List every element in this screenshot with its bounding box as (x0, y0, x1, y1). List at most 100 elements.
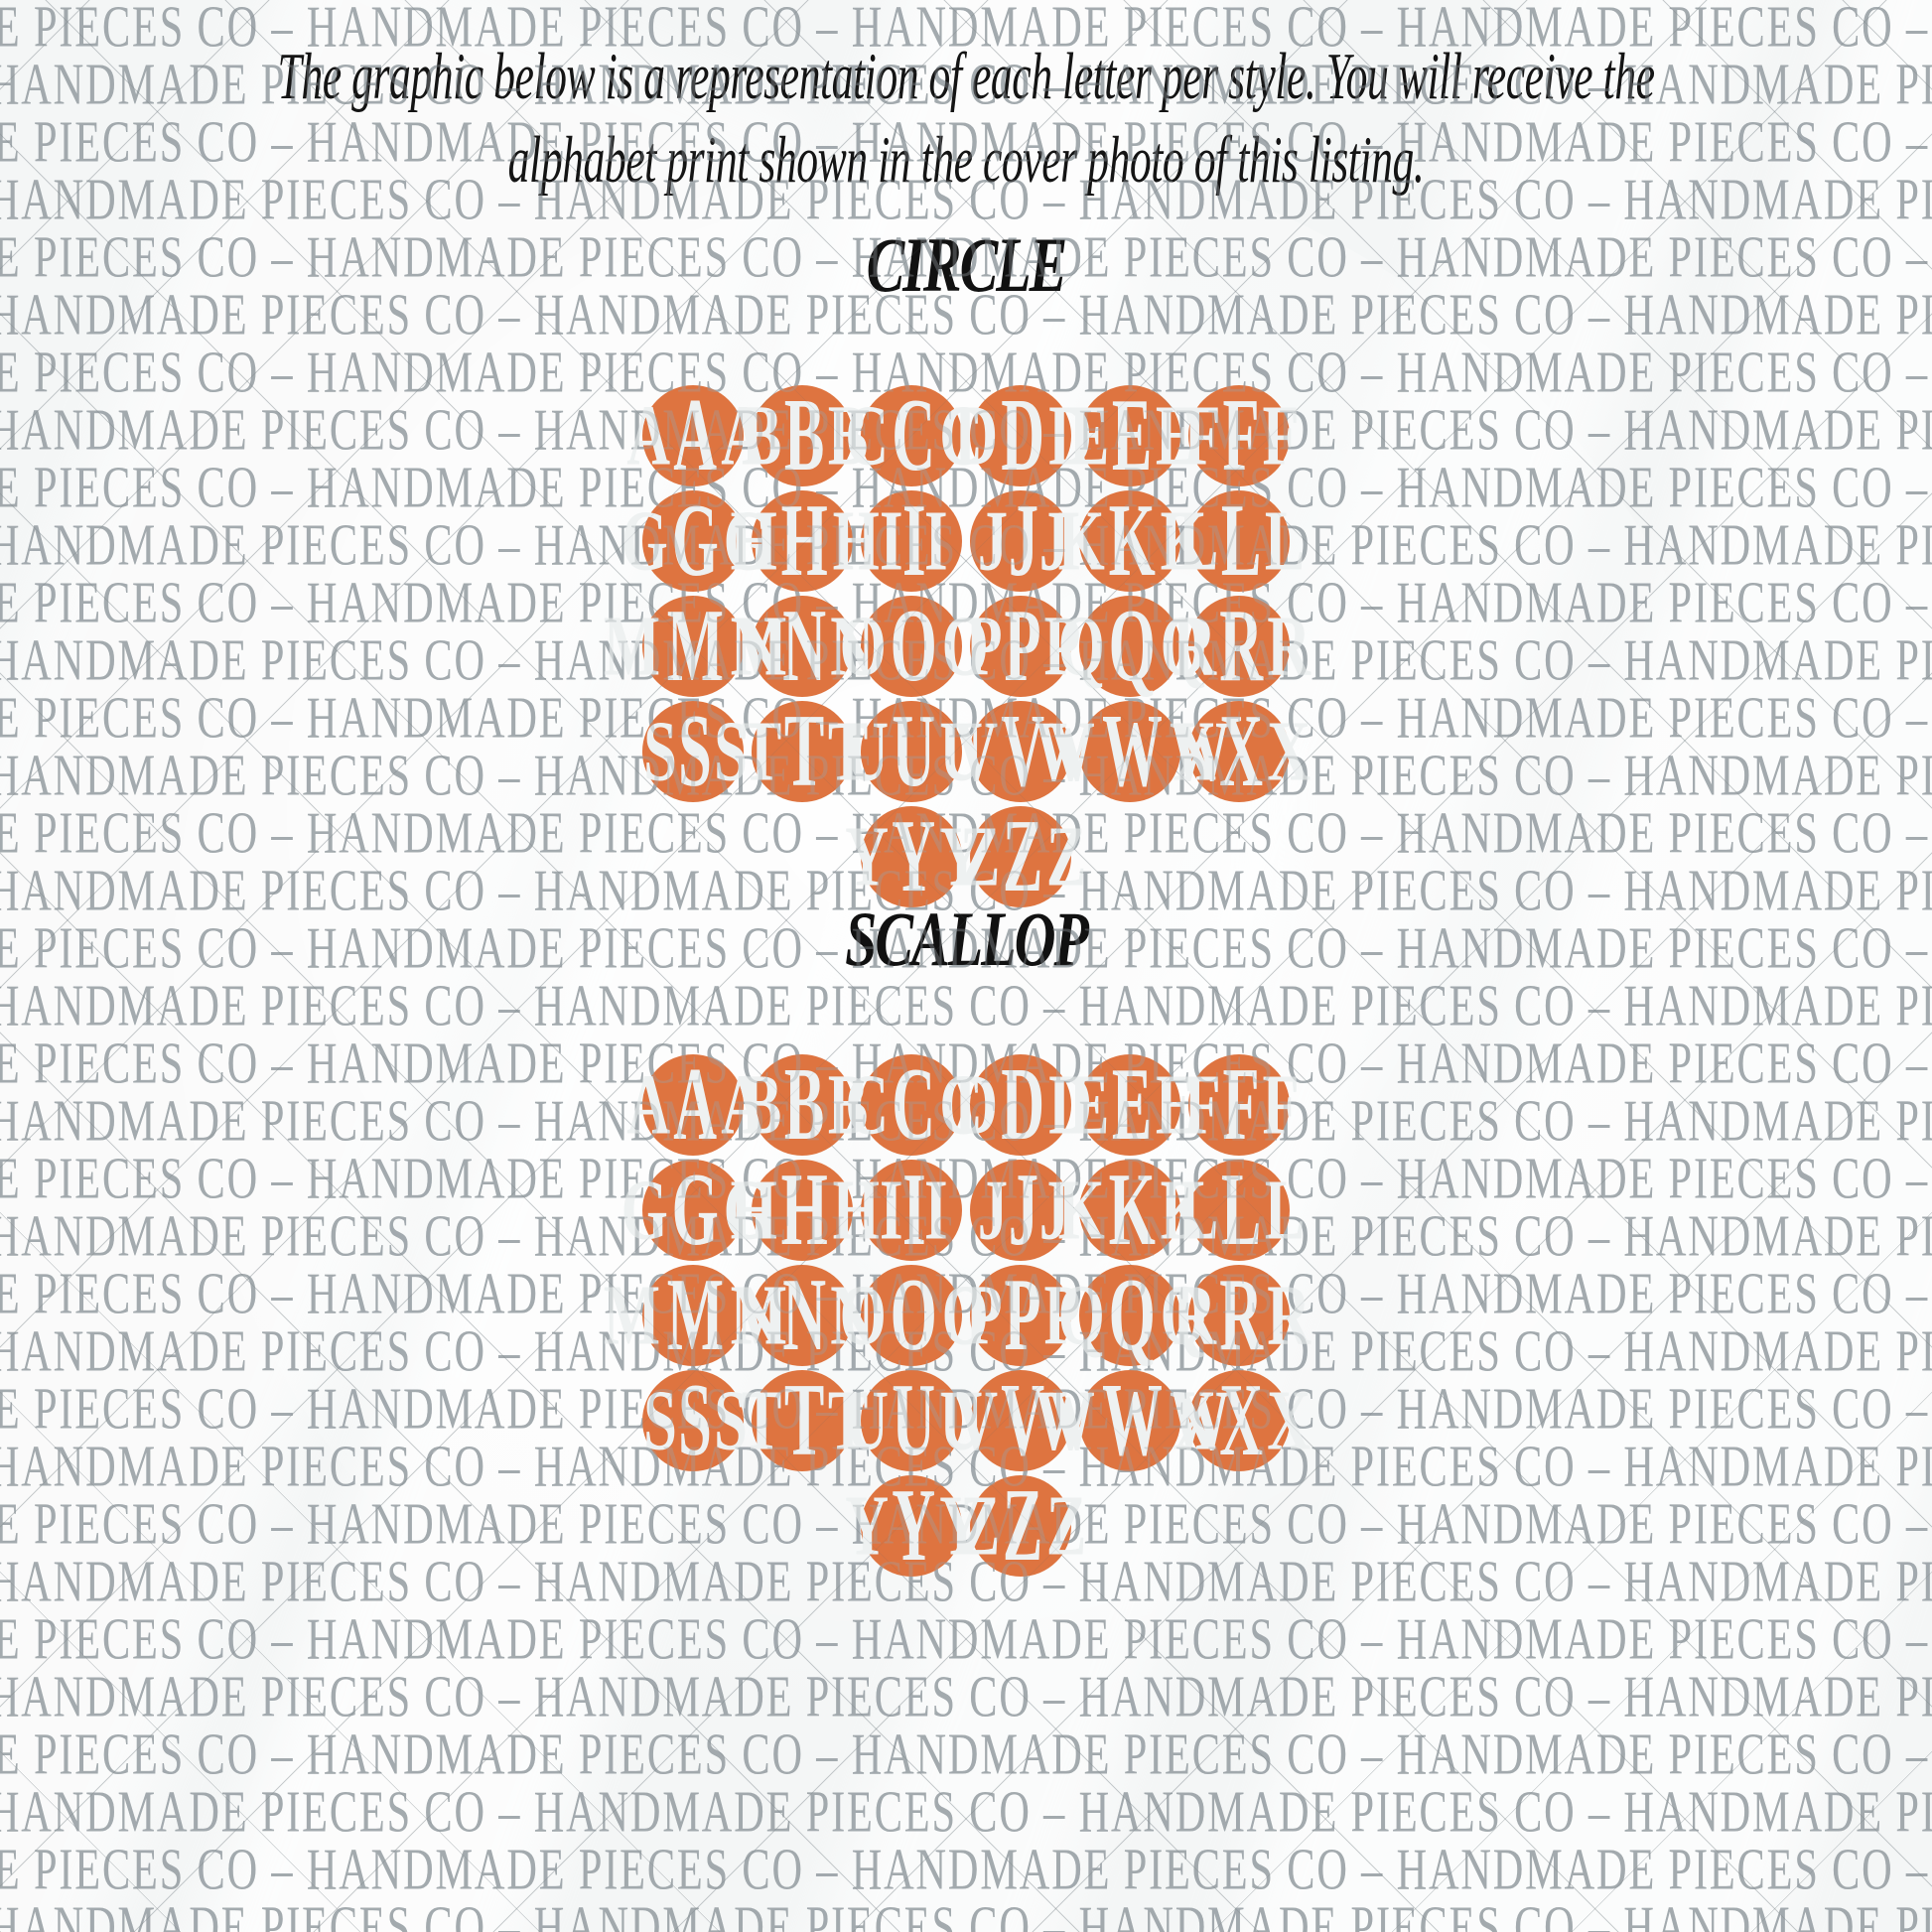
circle-shape (970, 596, 1071, 697)
circle-shape (752, 596, 853, 697)
monogram-letter: L (1177, 492, 1219, 590)
monogram-letter: Q (1057, 598, 1104, 695)
monogram-letter: W (1035, 703, 1095, 800)
monogram-letter: P (965, 1267, 1003, 1364)
circle-shape (861, 385, 962, 486)
monogram-letter: H (780, 483, 828, 600)
scallop-shape (1079, 1054, 1180, 1156)
monogram-letter: Z (1045, 808, 1087, 905)
monogram-letter: F (1183, 387, 1221, 484)
circle-shape (642, 701, 744, 802)
monogram-letter: T (784, 1362, 825, 1479)
circle-shape (1079, 385, 1180, 486)
monogram-letter: A (673, 1046, 718, 1164)
circle-shape (1188, 701, 1290, 802)
monogram-letter: X (1219, 693, 1264, 810)
monogram-letter: K (1057, 1162, 1104, 1259)
monogram-letter: L (1221, 483, 1262, 600)
section-title-circle: CIRCLE (866, 220, 1068, 309)
monogram-letter: O (890, 588, 937, 705)
monogram-letter: I (901, 1152, 926, 1269)
monogram-letter: I (901, 483, 926, 600)
circle-shape (1188, 385, 1290, 486)
monogram-letter: X (1267, 1372, 1311, 1469)
monogram-letter: U (845, 1372, 889, 1469)
monogram-letter: C (845, 1056, 889, 1154)
headline-line-1: The graphic below is a representation of… (277, 39, 1655, 113)
monogram-letter: C (892, 1046, 936, 1164)
monogram-letter: I (924, 1162, 948, 1259)
monogram-letter: Q (1057, 1267, 1104, 1364)
monogram-letter: O (839, 598, 886, 695)
monogram-letter: W (1102, 693, 1163, 810)
scallop-shape (1188, 1160, 1290, 1261)
monogram-letter: Q (1108, 1257, 1156, 1374)
monogram-letter: A (673, 377, 718, 494)
monogram-letter: B (741, 1056, 782, 1154)
scallop-shape (861, 1160, 962, 1261)
circle-shape (970, 701, 1071, 802)
circle-shape (861, 490, 962, 592)
monogram-letter: Z (959, 808, 1001, 905)
circle-shape (642, 596, 744, 697)
monogram-letter: X (1267, 703, 1311, 800)
scallop-shape (1079, 1370, 1180, 1471)
circle-shape (861, 806, 962, 907)
scallop-shape (642, 1160, 744, 1261)
scallop-shape (970, 1054, 1071, 1156)
monogram-letter: T (741, 1372, 782, 1469)
circle-shape (642, 385, 744, 486)
monogram-letter: F (1183, 1056, 1221, 1154)
monogram-letter: U (892, 1362, 936, 1479)
monogram-letter: J (977, 492, 1007, 590)
monogram-letter: S (713, 703, 748, 800)
scallop-shape (861, 1370, 962, 1471)
monogram-letter: D (954, 1056, 998, 1154)
monogram-letter: V (954, 1372, 998, 1469)
monogram-letter: Z (1045, 1477, 1087, 1575)
scallop-shape (642, 1265, 744, 1366)
scallop-shape (752, 1265, 853, 1366)
scallop-shape (970, 1160, 1071, 1261)
